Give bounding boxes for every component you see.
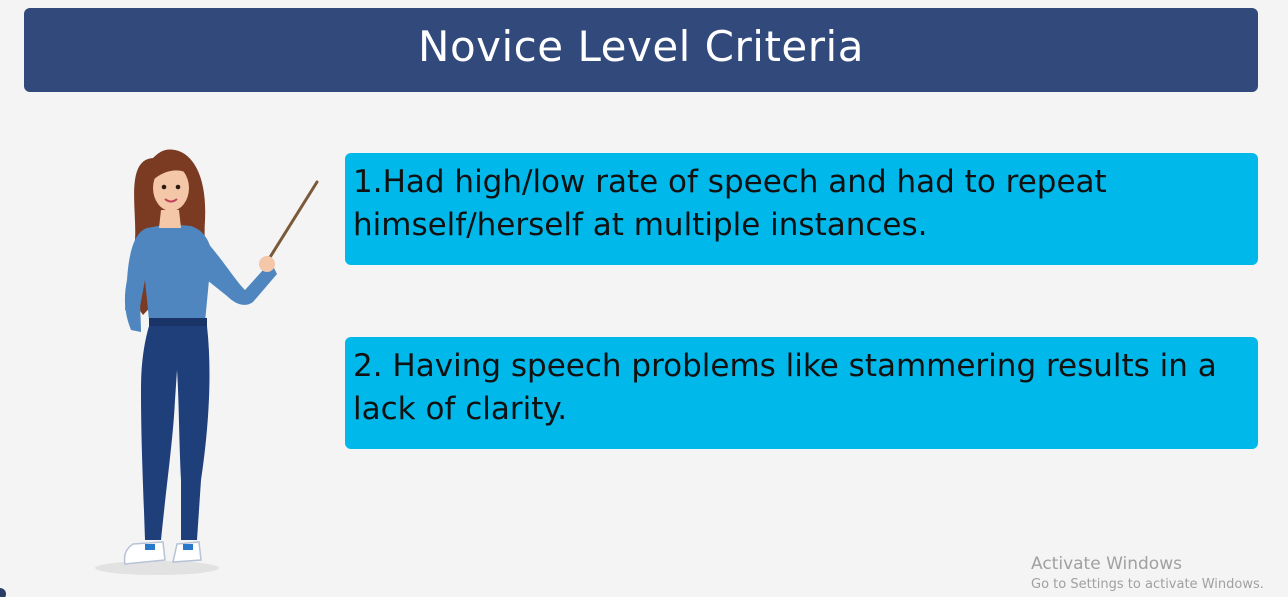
corner-decoration-icon [0, 588, 6, 597]
smile-icon [164, 198, 178, 203]
jeans-icon [141, 326, 210, 540]
raised-arm-icon [205, 240, 277, 305]
watermark-subtitle: Go to Settings to activate Windows. [1031, 577, 1264, 592]
slide-title: Novice Level Criteria [418, 21, 864, 71]
shirt-icon [125, 224, 213, 322]
face-icon [153, 165, 189, 211]
watermark-title: Activate Windows [1031, 554, 1182, 574]
criteria-box-1: 1.Had high/low rate of speech and had to… [345, 153, 1258, 265]
activate-windows-watermark: Activate Windows Go to Settings to activ… [1031, 553, 1281, 595]
shoe-right-icon [172, 541, 202, 563]
eye-right-icon [175, 184, 181, 190]
hair-fringe-icon [153, 162, 191, 180]
criteria-text-1: 1.Had high/low rate of speech and had to… [353, 164, 1107, 243]
criteria-text-2: 2. Having speech problems like stammerin… [353, 348, 1217, 427]
teacher-illustration [95, 149, 319, 575]
lowered-arm-icon [124, 280, 141, 332]
belt-icon [149, 318, 207, 326]
shoe-lace-left-icon [145, 544, 155, 550]
neck-icon [159, 210, 181, 228]
eye-left-icon [161, 184, 167, 190]
floor-shadow-icon [95, 561, 219, 575]
hand-icon [259, 256, 275, 272]
shoe-left-icon [123, 541, 166, 565]
criteria-box-2: 2. Having speech problems like stammerin… [345, 337, 1258, 449]
shoe-lace-right-icon [183, 544, 193, 550]
pointer-stick-icon [265, 180, 319, 264]
title-bar: Novice Level Criteria [24, 8, 1258, 92]
